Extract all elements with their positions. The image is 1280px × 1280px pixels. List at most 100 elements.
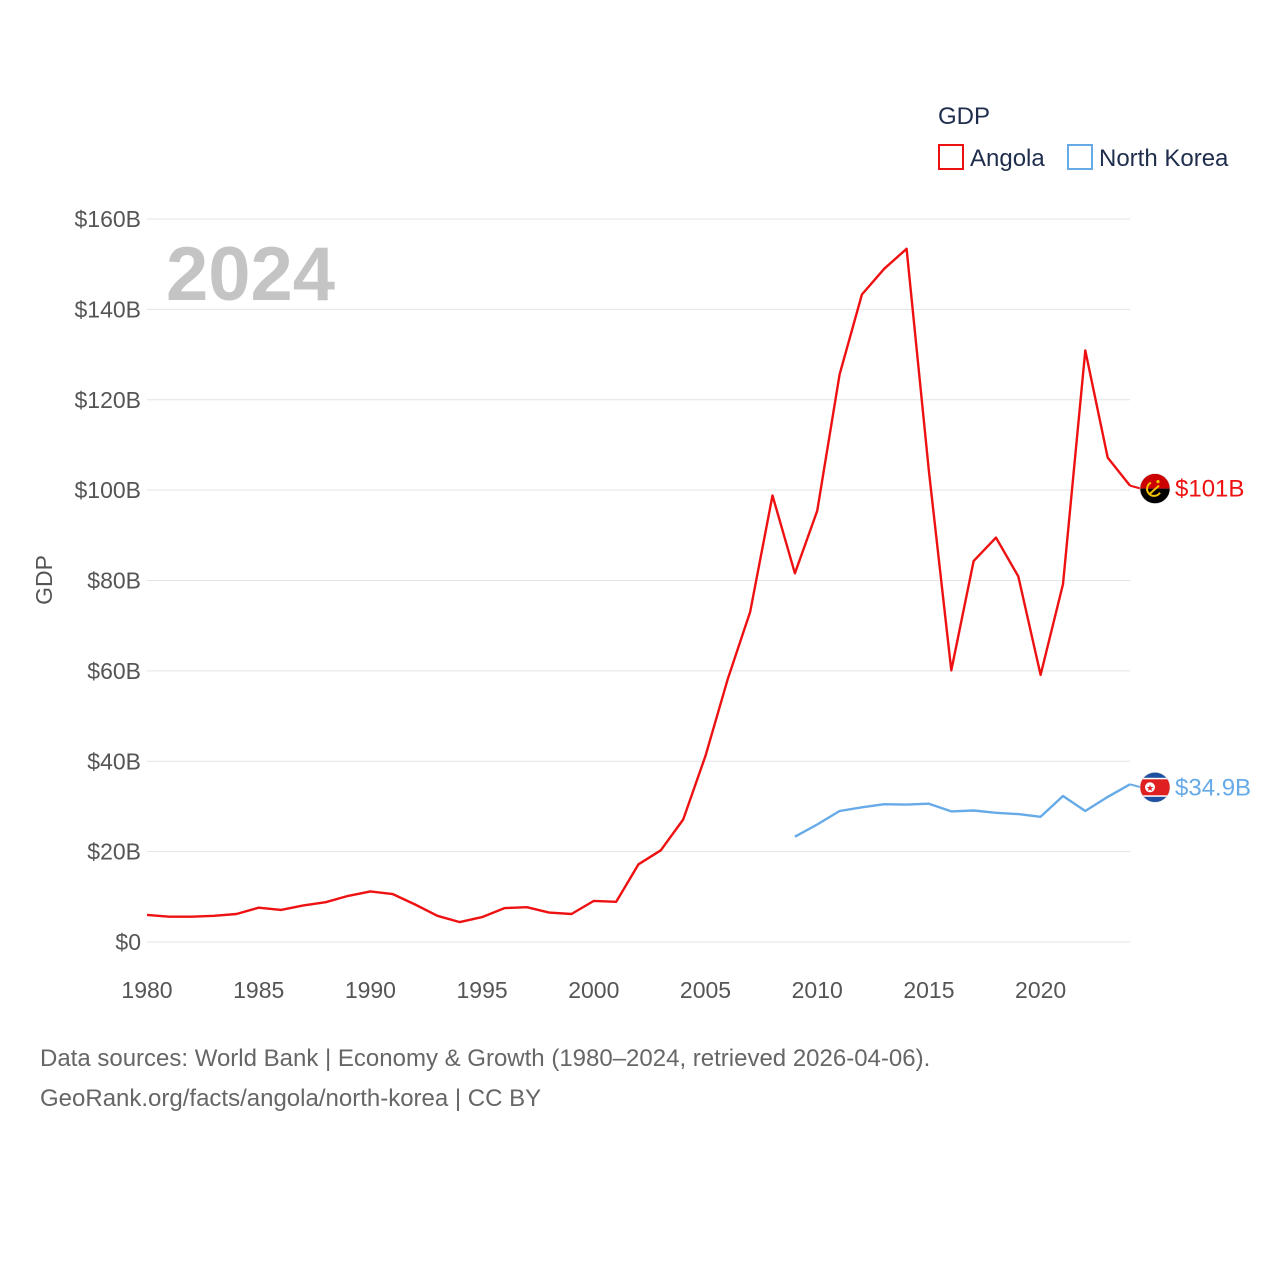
series-line-angola[interactable] [146,247,1131,924]
y-axis-ticks: $0 $20B $40B $60B $80B $100B $120B $140B $160B [74,206,141,955]
end-connector-angola [1129,484,1142,490]
data-point-angola [926,468,932,474]
data-point-angola [524,904,530,910]
data-point-angola [658,847,664,853]
angola-flag-icon [1139,473,1171,504]
data-point-north-korea [1082,808,1088,814]
data-point-angola [859,291,865,297]
data-point-angola [457,919,463,925]
data-point-angola [278,907,284,913]
data-point-angola [300,902,306,908]
data-point-angola [792,570,798,576]
x-tick-label: 2005 [680,977,731,1003]
data-point-angola [233,911,239,917]
series-line-north-korea[interactable] [794,783,1131,838]
data-point-angola [546,910,552,916]
x-tick-label: 2020 [1015,977,1066,1003]
data-point-angola [770,493,776,499]
x-tick-label: 1995 [457,977,508,1003]
x-axis-ticks: 1980 1985 1990 1995 2000 2005 2010 2015 2020 [121,977,1066,1003]
y-tick-label: $120B [74,387,141,413]
data-point-angola [1015,573,1021,579]
data-point-angola [837,371,843,377]
data-point-angola [747,609,753,615]
legend-title: GDP [938,103,990,130]
data-point-north-korea [814,822,820,828]
data-point-north-korea [971,808,977,814]
y-tick-label: $160B [74,206,141,232]
y-tick-label: $20B [87,839,141,865]
data-point-angola [703,753,709,759]
data-point-angola [904,246,910,252]
x-tick-label: 1985 [233,977,284,1003]
x-tick-label: 2015 [903,977,954,1003]
x-tick-label: 2010 [792,977,843,1003]
data-point-angola [144,912,150,918]
data-point-north-korea [859,804,865,810]
data-point-north-korea [837,808,843,814]
data-point-angola [613,899,619,905]
y-tick-label: $40B [87,748,141,774]
data-point-angola [636,861,642,867]
data-point-north-korea [904,802,910,808]
legend-item-north-korea[interactable]: North Korea [1067,144,1229,172]
x-tick-label: 1980 [121,977,172,1003]
data-point-angola [725,676,731,682]
series-end-markers: $101B ★ $34.9B [1129,473,1251,803]
data-point-angola [256,905,262,911]
grid-lines [147,218,1130,943]
data-point-north-korea [1105,794,1111,800]
data-point-angola [568,911,574,917]
data-point-north-korea [926,801,932,807]
x-tick-label: 2000 [568,977,619,1003]
y-tick-label: $140B [74,296,141,322]
legend: GDP Angola North Korea [938,103,1229,172]
data-point-angola [390,891,396,897]
end-value-label-angola: $101B [1175,476,1244,503]
legend-swatch-angola [938,144,964,170]
data-point-north-korea [1015,811,1021,817]
data-point-angola [434,913,440,919]
data-point-north-korea [792,834,798,840]
data-point-north-korea [881,801,887,807]
y-axis-title: GDP [31,555,57,605]
data-point-north-korea [1060,793,1066,799]
data-point-angola [971,558,977,564]
y-tick-label: $100B [74,477,141,503]
data-point-angola [479,914,485,920]
data-point-angola [211,913,217,919]
data-point-angola [345,893,351,899]
year-watermark: 2024 [166,232,335,317]
data-point-angola [166,914,172,920]
data-point-angola [591,898,597,904]
data-point-angola [1038,672,1044,678]
svg-text:★: ★ [1146,784,1154,794]
end-connector-north-korea [1129,783,1142,789]
source-note: Data sources: World Bank | Economy & Gro… [40,1045,931,1072]
data-point-angola [881,266,887,272]
legend-swatch-north-korea [1067,144,1093,170]
end-value-label-north-korea: $34.9B [1175,774,1251,801]
legend-label-angola: Angola [970,145,1045,172]
legend-item-angola[interactable]: Angola [938,144,1045,172]
data-point-angola [1082,347,1088,353]
data-point-north-korea [993,810,999,816]
data-point-north-korea [1038,814,1044,820]
data-point-angola [814,508,820,514]
data-point-angola [1105,455,1111,461]
data-point-angola [1060,581,1066,587]
data-point-angola [948,667,954,673]
x-tick-label: 1990 [345,977,396,1003]
data-point-angola [189,914,195,920]
legend-label-north-korea: North Korea [1099,145,1229,172]
data-point-angola [680,817,686,823]
data-point-angola [993,535,999,541]
series-lines [144,246,1131,925]
y-tick-label: $80B [87,568,141,594]
data-point-north-korea [948,808,954,814]
north-korea-flag-icon: ★ [1139,771,1171,803]
source-link[interactable]: GeoRank.org/facts/angola/north-korea | C… [40,1085,542,1112]
y-tick-label: $60B [87,658,141,684]
data-point-angola [412,901,418,907]
